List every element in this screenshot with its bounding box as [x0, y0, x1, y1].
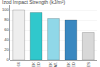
- svg-text:PEEKAROMAT.: PEEKAROMAT.: [48, 62, 58, 67]
- svg-text:PEEKFILLED: PEEKFILLED: [66, 62, 76, 67]
- svg-text:Izod Impact Strength (kJ/m²): Izod Impact Strength (kJ/m²): [2, 0, 65, 5]
- svg-text:60: 60: [4, 27, 9, 32]
- svg-text:0: 0: [6, 57, 9, 62]
- svg-text:PES: PES: [86, 62, 91, 67]
- svg-text:80: 80: [4, 17, 9, 22]
- svg-text:Nylon 66: Nylon 66: [16, 61, 21, 67]
- svg-text:PEEKMOULDED: PEEKMOULDED: [31, 62, 41, 67]
- svg-text:20: 20: [4, 47, 9, 52]
- svg-text:40: 40: [4, 37, 9, 42]
- svg-text:100: 100: [2, 7, 9, 12]
